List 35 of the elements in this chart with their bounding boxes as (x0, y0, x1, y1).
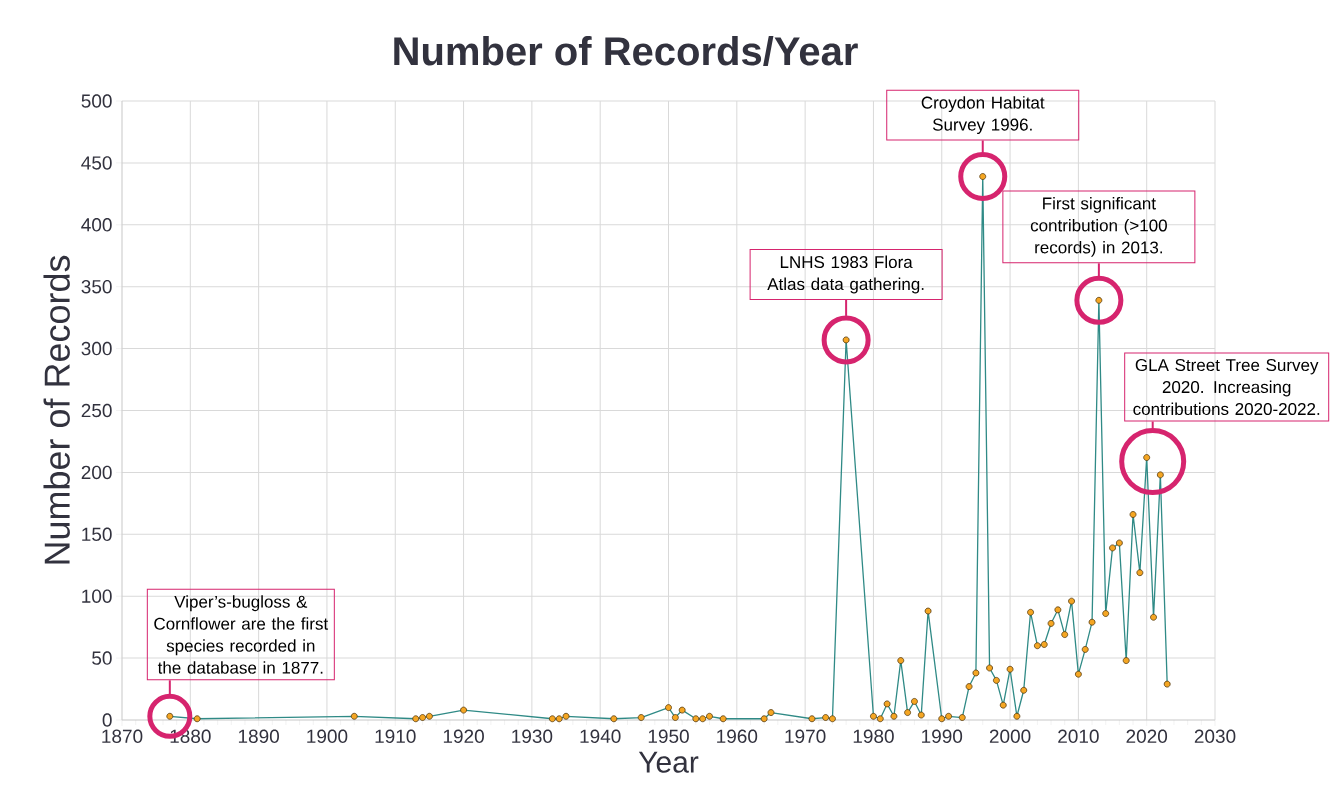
x-tick-label: 1980 (853, 729, 894, 743)
x-tick-label: 2010 (1058, 729, 1099, 743)
annotation: Viper’s-bugloss & Cornflower are the first species recorded in the database in 1877. (154, 595, 329, 674)
x-tick-label: 1910 (375, 729, 416, 743)
y-tick-label: 400 (81, 218, 112, 232)
x-tick-label: 1890 (238, 729, 279, 743)
annotation: Croydon Habitat Survey 1996. (921, 96, 1045, 135)
x-tick-label: 1930 (512, 729, 553, 743)
y-tick-label: 50 (92, 651, 112, 665)
y-tick-label: 350 (81, 279, 112, 294)
y-tick-label: 100 (82, 589, 112, 603)
y-tick-label: 500 (81, 94, 112, 108)
annotation: GLA Street Tree Survey 2020. Increasing contributions 2020-2022. (1133, 359, 1320, 416)
x-tick-label: 1990 (922, 729, 963, 743)
x-tick-label: 1900 (307, 729, 348, 743)
annotation: First significant contribution (>100 records) in 2013. (1030, 196, 1167, 257)
y-axis-title: Number of Records (43, 255, 70, 564)
x-tick-label: 1960 (717, 729, 758, 743)
y-tick-label: 450 (81, 156, 112, 170)
y-tick-label: 150 (82, 527, 112, 542)
x-tick-label: 1970 (785, 729, 826, 743)
y-tick-label: 0 (102, 713, 112, 727)
x-tick-label: 2030 (1194, 729, 1236, 743)
y-tick-label: 200 (81, 465, 112, 480)
x-tick-label: 1940 (580, 729, 621, 743)
x-tick-label: 1950 (648, 729, 689, 743)
x-tick-label: 1920 (443, 729, 484, 743)
y-tick-label: 250 (81, 403, 112, 418)
x-tick-label: 2000 (989, 729, 1031, 743)
y-tick-label: 300 (81, 341, 112, 356)
x-tick-label: 1870 (102, 729, 143, 743)
x-axis-title: Year (638, 751, 699, 773)
chart-title: Number of Records/Year (394, 36, 858, 66)
x-tick-label: 2020 (1126, 729, 1168, 743)
annotation: LNHS 1983 Flora Atlas data gathering. (767, 255, 924, 294)
